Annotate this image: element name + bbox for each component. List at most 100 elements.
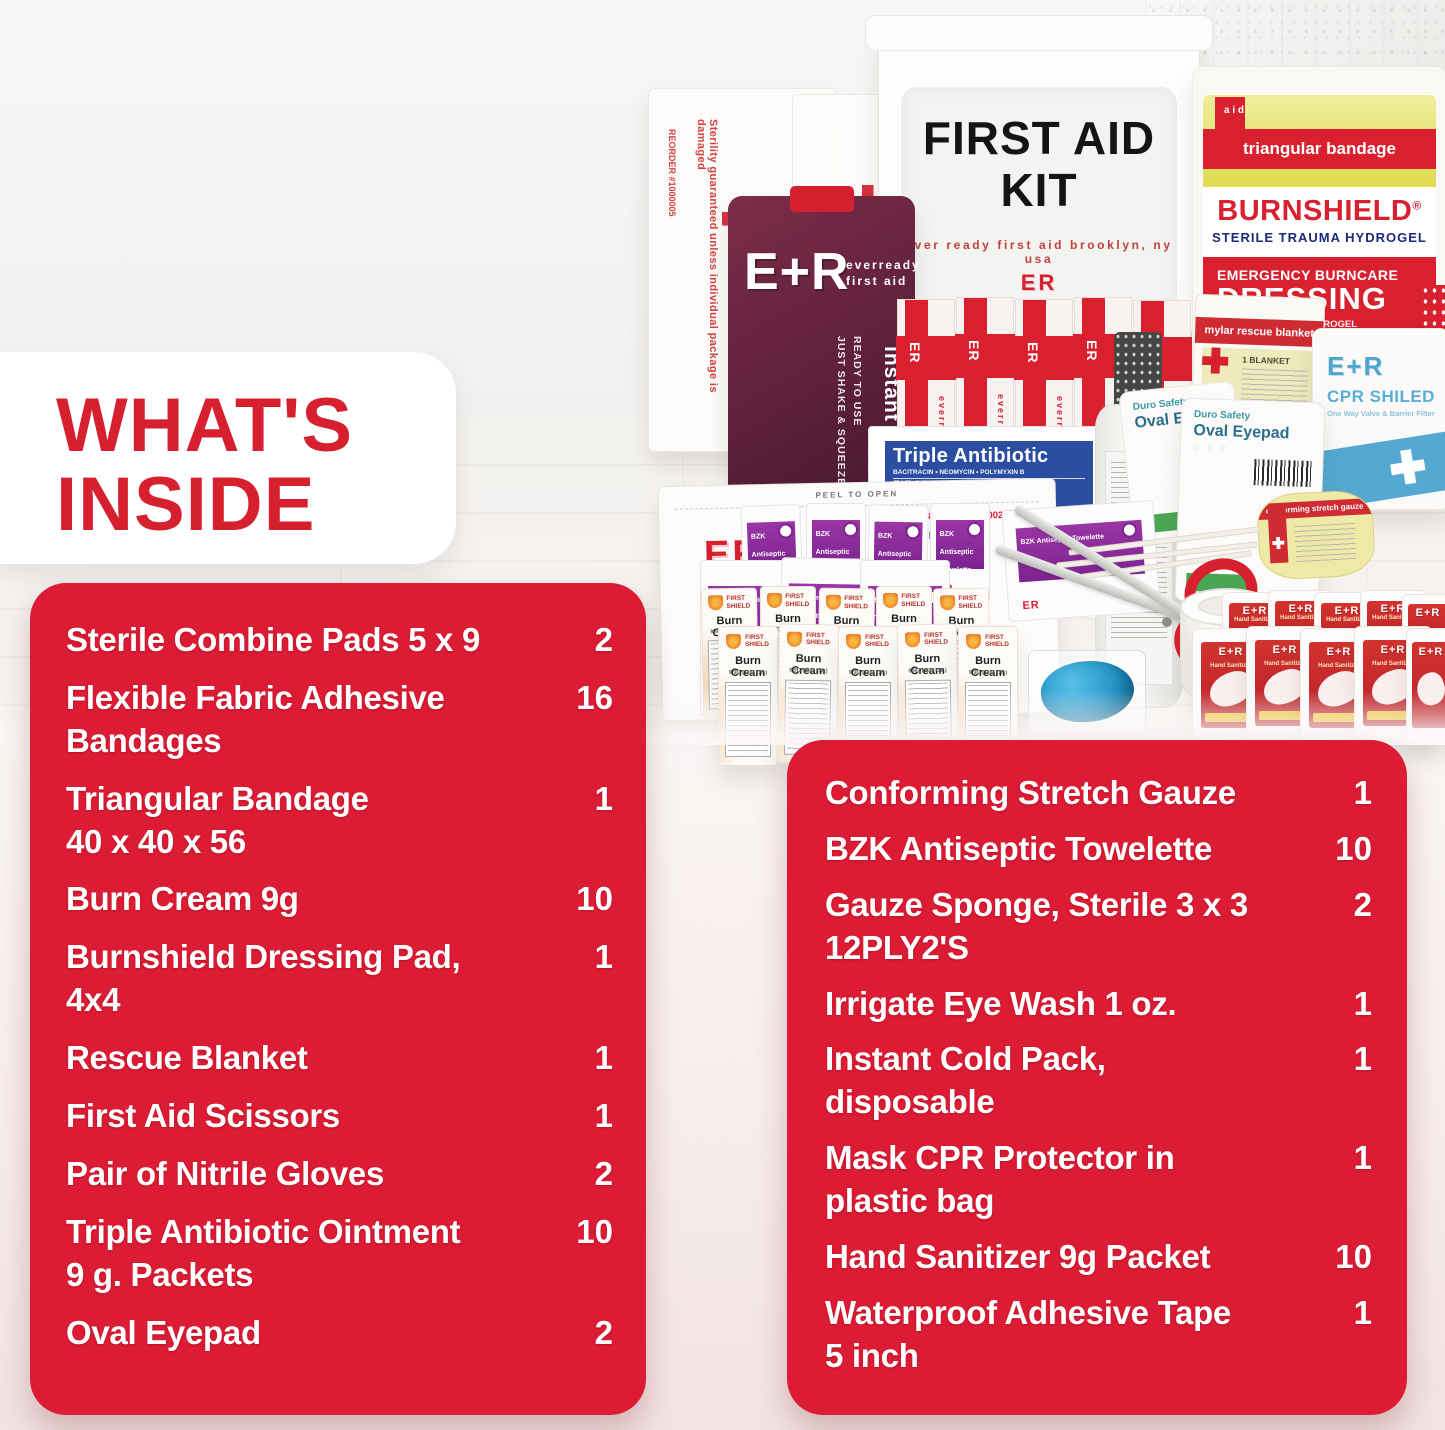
er-logo: E+R [1418, 645, 1444, 658]
dose-strip [1367, 711, 1419, 721]
shield-icon [965, 633, 981, 649]
burn-cream-brand: FIRST SHIELD [924, 631, 949, 647]
dose-strip [1205, 713, 1257, 723]
burn-cream-brand: FIRST SHIELD [901, 593, 926, 608]
burn-cream-brand: FIRST SHIELD [745, 633, 769, 649]
item-qty: 10 [576, 1212, 613, 1250]
cold-pack-tab [789, 186, 854, 212]
burn-cream-brand: FIRST SHIELD [958, 595, 983, 610]
item-qty: 1 [1353, 1139, 1372, 1177]
cpr-subtitle: One Way Valve & Barrier Filter [1327, 409, 1435, 418]
item-name: Hand Sanitizer 9g Packet [825, 1238, 1211, 1276]
nitrile-gloves [1036, 654, 1138, 728]
er-logo: ER [1084, 340, 1100, 362]
item-qty: 1 [1353, 774, 1372, 811]
er-logo: ER [868, 693, 887, 706]
list-item: Rescue Blanket 1 [66, 1037, 613, 1080]
sanitizer-name: Hand Sanitizer [1210, 662, 1252, 669]
nitrile-gloves-bag [1028, 650, 1146, 734]
er-logo: ER [787, 690, 806, 703]
item-qty: 1 [594, 938, 613, 976]
sanitizer-name: Hand Sanitizer [1372, 660, 1414, 667]
burn-cream-sub: 9 9G (1/32 OZ.) [848, 669, 888, 676]
item-name: Flexible Fabric Adhesive Bandages [66, 678, 445, 759]
er-logo: E+R [1272, 643, 1298, 656]
pouch-side-text: Sterility guaranteed unless individual p… [695, 119, 719, 393]
item-qty: 1 [1353, 1293, 1372, 1331]
list-item: Waterproof Adhesive Tape 5 inch 1 [825, 1292, 1372, 1378]
list-item: Gauze Sponge, Sterile 3 x 3 12PLY2'S 2 [825, 884, 1372, 970]
antibiotic-title: Triple Antibiotic [893, 445, 1049, 467]
list-item: Burnshield Dressing Pad, 4x4 1 [66, 936, 613, 1022]
er-logo: E+R [1380, 603, 1406, 616]
burnshield-subtitle: STERILE TRAUMA HYDROGEL [1212, 230, 1427, 245]
shield-icon [826, 595, 842, 611]
list-item: Sterile Combine Pads 5 x 9 2 [66, 619, 613, 662]
scissor-screw [1162, 617, 1172, 627]
product-photo: Sterility guaranteed unless individual p… [0, 0, 1445, 745]
contents-panel-right: Conforming Stretch Gauze 1 BZK Antiseptic… [787, 740, 1407, 1415]
item-qty: 2 [594, 1313, 613, 1351]
burn-cream-name: Burn Cream [850, 654, 886, 679]
item-name: Rescue Blanket [66, 1039, 308, 1077]
triangular-bandage-band: triangular bandage [1203, 129, 1436, 169]
sanitizer-name: Hand Sanitizer [1372, 615, 1414, 622]
list-item: BZK Antiseptic Towelette 10 [825, 828, 1372, 871]
shield-icon [940, 595, 956, 611]
red-cross-icon [1201, 347, 1229, 374]
burn-cream-brand: FIRST SHIELD [785, 593, 810, 608]
burn-cream-brand: FIRST SHIELD [805, 631, 830, 647]
hand-sanitizer-packet: E+R [1406, 628, 1445, 742]
hand-icon [1412, 669, 1445, 709]
item-name: Oval Eyepad [66, 1313, 261, 1351]
er-logo: ER [907, 342, 923, 364]
item-name: Conforming Stretch Gauze [825, 774, 1236, 811]
shield-icon [904, 632, 921, 648]
cold-pack-brand: everready first aid [846, 258, 921, 288]
whats-inside-title: WHAT'S INSIDE [56, 383, 354, 548]
list-item: Triangular Bandage 40 x 40 x 56 1 [66, 778, 613, 864]
item-name: Triple Antibiotic Ointment 9 g. Packets [66, 1212, 461, 1293]
list-item: Hand Sanitizer 9g Packet 10 [825, 1236, 1372, 1279]
white-cross-icon [1272, 536, 1285, 550]
list-item: Oval Eyepad 2 [66, 1312, 613, 1355]
item-qty: 10 [1335, 829, 1372, 867]
burn-cream-brand: FIRST SHIELD [844, 595, 869, 610]
item-name: Instant Cold Pack, disposable [825, 1040, 1106, 1121]
item-qty: 16 [576, 678, 613, 716]
er-logo: E+R [1415, 606, 1441, 619]
item-qty: 2 [594, 621, 613, 658]
stretch-gauze-tab [1267, 504, 1289, 564]
kit-title: FIRST AID KIT [922, 112, 1156, 216]
barcode [1253, 459, 1313, 488]
er-logo: E+R [1334, 605, 1360, 618]
kit-box-lid [865, 15, 1213, 51]
burn-cream-sub: 9 9G (1/32 OZ.) [728, 669, 768, 676]
item-qty: 1 [1353, 1040, 1372, 1078]
burnshield-header: BURNSHIELD® STERILE TRAUMA HYDROGEL [1203, 187, 1436, 265]
burn-cream-sub: 9 9G (1/32 OZ.) [968, 669, 1008, 676]
er-logo: ER [1020, 270, 1058, 296]
item-name: Waterproof Adhesive Tape 5 inch [825, 1293, 1231, 1374]
first-aid-scissors [958, 503, 1268, 730]
fine-print-lines [1294, 522, 1357, 563]
cpr-logo: E+R [1327, 351, 1385, 381]
white-cross-icon [1388, 447, 1428, 487]
burnshield-line1: EMERGENCY BURNCARE [1217, 267, 1399, 283]
item-qty: 2 [594, 1154, 613, 1192]
er-logo: ER [966, 340, 982, 362]
er-logo: ER [1025, 342, 1041, 364]
item-qty: 1 [594, 1097, 613, 1135]
cold-pack-logo: E+R [744, 243, 850, 301]
list-item: Mask CPR Protector in plastic bag 1 [825, 1137, 1372, 1223]
item-name: Pair of Nitrile Gloves [66, 1154, 385, 1192]
sanitizer-name: Hand Sanitizer [1264, 660, 1306, 667]
list-item: Flexible Fabric Adhesive Bandages 16 [66, 677, 613, 763]
item-qty: 2 [1353, 885, 1372, 923]
drug-facts-box [724, 682, 772, 757]
shield-icon [845, 633, 861, 649]
item-qty: 1 [594, 779, 613, 817]
burn-cream-brand: FIRST SHIELD [985, 633, 1009, 649]
list-item: Conforming Stretch Gauze 1 [825, 772, 1372, 815]
peel-to-open-text: PEEL TO OPEN [815, 489, 899, 500]
